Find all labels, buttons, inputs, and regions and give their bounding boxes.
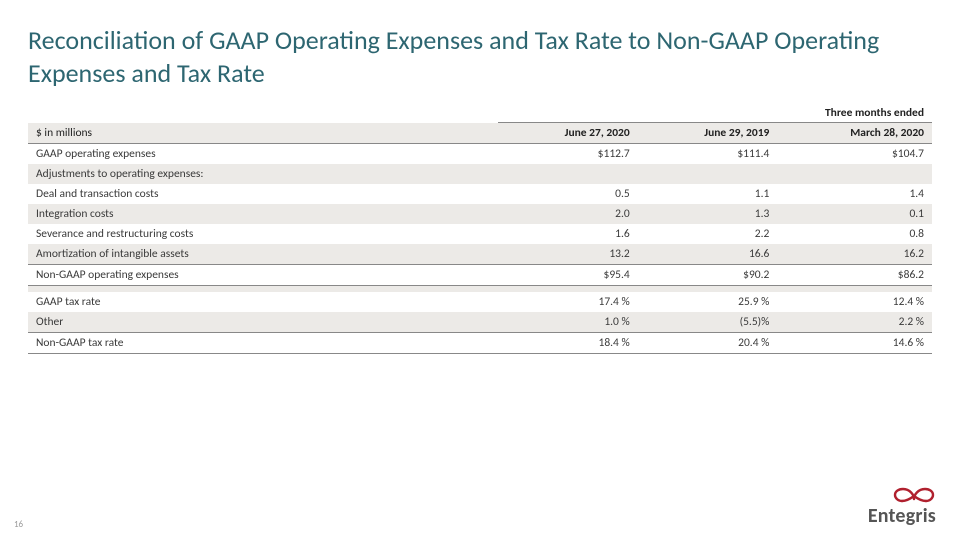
col-header-0: June 27, 2020 [498, 123, 638, 144]
cell-value [498, 164, 638, 184]
row-label: GAAP operating expenses [28, 144, 498, 165]
table-row: GAAP operating expenses$112.7$111.4$104.… [28, 144, 932, 165]
cell-value: (5.5)% [638, 312, 778, 333]
row-label: Adjustments to operating expenses: [28, 164, 498, 184]
cell-value: $104.7 [777, 144, 932, 165]
row-label: Deal and transaction costs [28, 184, 498, 204]
table-row: Other1.0 %(5.5)%2.2 % [28, 312, 932, 333]
table-super-header-row: Three months ended [28, 103, 932, 123]
table-row: Non-GAAP tax rate18.4 %20.4 %14.6 % [28, 333, 932, 354]
reconciliation-table: Three months ended $ in millions June 27… [28, 103, 932, 354]
cell-value: $112.7 [498, 144, 638, 165]
cell-value: 1.1 [638, 184, 778, 204]
cell-value [638, 164, 778, 184]
col-header-1: June 29, 2019 [638, 123, 778, 144]
unit-label: $ in millions [28, 123, 498, 144]
cell-value: 20.4 % [638, 333, 778, 354]
cell-value: 2.2 [638, 224, 778, 244]
row-label: Integration costs [28, 204, 498, 224]
cell-value: 0.1 [777, 204, 932, 224]
brand-logo: Entegris [868, 487, 936, 526]
cell-value: 1.0 % [498, 312, 638, 333]
cell-value: 2.2 % [777, 312, 932, 333]
cell-value: 16.6 [638, 244, 778, 265]
cell-value: 0.8 [777, 224, 932, 244]
cell-value: 16.2 [777, 244, 932, 265]
table-row: Severance and restructuring costs1.62.20… [28, 224, 932, 244]
cell-value: 1.3 [638, 204, 778, 224]
cell-value: $111.4 [638, 144, 778, 165]
row-label: GAAP tax rate [28, 292, 498, 312]
table-column-header-row: $ in millions June 27, 2020 June 29, 201… [28, 123, 932, 144]
table-row: Integration costs2.01.30.1 [28, 204, 932, 224]
cell-value: 0.5 [498, 184, 638, 204]
cell-value: 12.4 % [777, 292, 932, 312]
cell-value: 1.4 [777, 184, 932, 204]
row-label: Other [28, 312, 498, 333]
page-number: 16 [14, 519, 23, 530]
slide-title: Reconciliation of GAAP Operating Expense… [28, 24, 932, 89]
row-label: Non-GAAP tax rate [28, 333, 498, 354]
cell-value: $90.2 [638, 265, 778, 286]
table-row: Non-GAAP operating expenses$95.4$90.2$86… [28, 265, 932, 286]
cell-value: 18.4 % [498, 333, 638, 354]
table-row: GAAP tax rate17.4 %25.9 %12.4 % [28, 292, 932, 312]
cell-value: 2.0 [498, 204, 638, 224]
row-label: Non-GAAP operating expenses [28, 265, 498, 286]
logo-text: Entegris [868, 507, 936, 526]
table-row: Deal and transaction costs0.51.11.4 [28, 184, 932, 204]
table-row: Amortization of intangible assets13.216.… [28, 244, 932, 265]
row-label: Severance and restructuring costs [28, 224, 498, 244]
cell-value: 14.6 % [777, 333, 932, 354]
table-super-header: Three months ended [498, 103, 932, 123]
cell-value [777, 164, 932, 184]
table-row: Adjustments to operating expenses: [28, 164, 932, 184]
cell-value: $95.4 [498, 265, 638, 286]
cell-value: 1.6 [498, 224, 638, 244]
cell-value: $86.2 [777, 265, 932, 286]
row-label: Amortization of intangible assets [28, 244, 498, 265]
col-header-2: March 28, 2020 [777, 123, 932, 144]
cell-value: 17.4 % [498, 292, 638, 312]
cell-value: 25.9 % [638, 292, 778, 312]
cell-value: 13.2 [498, 244, 638, 265]
